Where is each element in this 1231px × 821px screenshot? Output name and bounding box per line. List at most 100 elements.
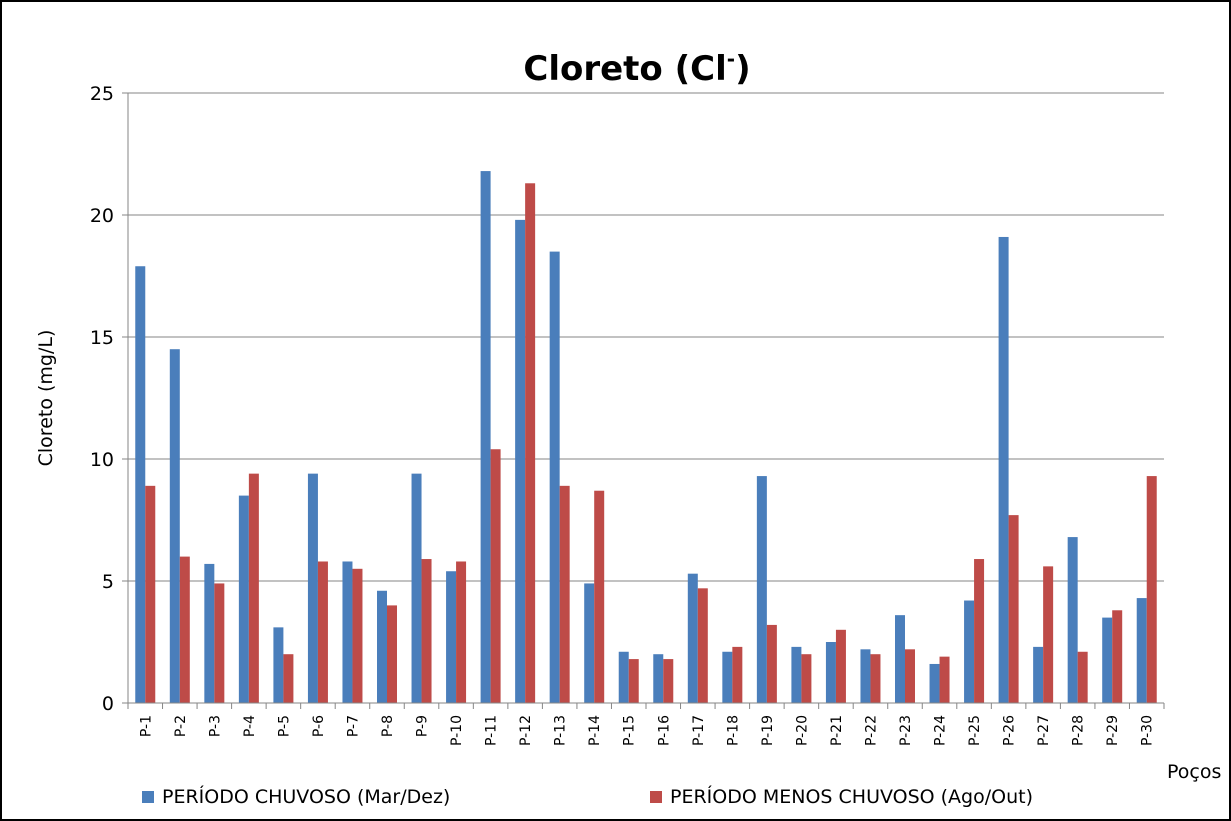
x-tick-label: P-17 — [691, 715, 707, 746]
bar-menos-chuvoso-p-27 — [1043, 566, 1054, 703]
x-tick-label: P-5 — [276, 715, 292, 737]
y-tick-label: 10 — [90, 449, 114, 471]
bar-menos-chuvoso-p-17 — [697, 588, 708, 703]
x-tick-label: P-14 — [587, 715, 603, 746]
legend-label-menos-chuvoso: PERÍODO MENOS CHUVOSO (Ago/Out) — [670, 785, 1033, 808]
x-tick-label: P-18 — [725, 715, 741, 746]
x-tick-label: P-13 — [553, 715, 569, 746]
x-tick-label: P-9 — [415, 715, 431, 737]
bar-chuvoso-p-23 — [895, 615, 905, 703]
y-tick-label: 0 — [102, 693, 114, 715]
bar-menos-chuvoso-p-29 — [1112, 610, 1123, 703]
chart-title: Cloreto (Cl-) — [523, 47, 750, 89]
bar-chuvoso-p-13 — [549, 251, 560, 703]
x-tick-label: P-28 — [1071, 715, 1087, 746]
x-tick-label: P-30 — [1140, 715, 1156, 746]
legend-swatch-menos-chuvoso — [650, 791, 662, 803]
y-tick-label: 25 — [90, 83, 114, 105]
bar-chuvoso-p-10 — [446, 571, 457, 703]
y-axis-label: Cloreto (mg/L) — [35, 330, 57, 467]
bar-menos-chuvoso-p-11 — [490, 449, 501, 703]
x-tick-label: P-4 — [242, 715, 258, 737]
bar-chuvoso-p-26 — [998, 236, 1009, 703]
bar-chuvoso-p-8 — [377, 590, 387, 703]
bar-chuvoso-p-1 — [135, 266, 146, 703]
bar-menos-chuvoso-p-9 — [421, 559, 432, 703]
x-tick-label: P-12 — [518, 715, 534, 746]
bar-menos-chuvoso-p-3 — [214, 583, 225, 703]
bar-chuvoso-p-14 — [584, 583, 595, 703]
x-axis-label: Poços — [1167, 761, 1221, 783]
x-tick-label: P-29 — [1105, 715, 1121, 746]
bar-menos-chuvoso-p-26 — [1008, 515, 1019, 703]
x-tick-label: P-7 — [345, 715, 361, 737]
bar-menos-chuvoso-p-25 — [974, 559, 985, 703]
bar-menos-chuvoso-p-5 — [283, 654, 294, 703]
bar-menos-chuvoso-p-16 — [663, 659, 674, 703]
bar-menos-chuvoso-p-21 — [835, 629, 846, 703]
bar-menos-chuvoso-p-22 — [870, 654, 881, 703]
bar-chuvoso-p-21 — [825, 642, 836, 703]
x-tick-label: P-10 — [449, 715, 465, 746]
legend-swatch-chuvoso — [142, 791, 154, 803]
bars — [135, 171, 1157, 703]
chart-title-superscript: - — [727, 47, 735, 71]
bar-chuvoso-p-25 — [964, 600, 975, 703]
bar-chuvoso-p-12 — [515, 219, 526, 703]
x-tick-label: P-26 — [1002, 715, 1018, 746]
bar-chuvoso-p-20 — [791, 646, 802, 703]
bar-menos-chuvoso-p-30 — [1146, 476, 1157, 703]
bar-menos-chuvoso-p-8 — [387, 605, 397, 703]
bar-chuvoso-p-19 — [756, 476, 767, 703]
bar-menos-chuvoso-p-23 — [905, 649, 915, 703]
bar-menos-chuvoso-p-14 — [594, 490, 605, 703]
bar-menos-chuvoso-p-18 — [732, 646, 743, 703]
x-tick-labels: P-1 P-2 P-3 P-4 P-5 P-6 P-7 P-8 P-9 P-10 P-11 P-12 P… — [127, 703, 1165, 746]
bar-chuvoso-p-11 — [480, 171, 491, 703]
bar-chuvoso-p-27 — [1033, 646, 1044, 703]
y-tick-label: 20 — [90, 205, 114, 227]
bar-chuvoso-p-3 — [204, 563, 215, 703]
x-tick-label: P-23 — [898, 715, 914, 746]
y-tick-label: 15 — [90, 327, 114, 349]
x-tick-label: P-11 — [484, 715, 500, 746]
bar-chuvoso-p-4 — [238, 495, 249, 703]
bar-menos-chuvoso-p-6 — [317, 561, 328, 703]
bar-chuvoso-p-17 — [687, 573, 698, 703]
x-tick-label: P-15 — [622, 715, 638, 746]
legend: PERÍODO CHUVOSO (Mar/Dez) PERÍODO MENOS … — [142, 785, 1033, 808]
bar-chuvoso-p-5 — [273, 627, 284, 703]
chart-title-close: ) — [735, 49, 751, 89]
gridlines — [122, 92, 1164, 704]
x-tick-label: P-22 — [863, 715, 879, 746]
x-tick-label: P-19 — [760, 715, 776, 746]
x-tick-label: P-1 — [138, 715, 154, 737]
bar-menos-chuvoso-p-15 — [628, 659, 639, 703]
x-tick-label: P-25 — [967, 715, 983, 746]
bar-chuvoso-p-24 — [929, 663, 940, 703]
bar-menos-chuvoso-p-12 — [525, 183, 536, 703]
bar-menos-chuvoso-p-7 — [352, 568, 363, 703]
bar-chuvoso-p-15 — [618, 651, 629, 703]
x-tick-label: P-21 — [829, 715, 845, 746]
x-tick-label: P-16 — [656, 715, 672, 746]
bar-chuvoso-p-16 — [653, 654, 664, 703]
bar-menos-chuvoso-p-10 — [456, 561, 467, 703]
bar-menos-chuvoso-p-20 — [801, 654, 812, 703]
bar-menos-chuvoso-p-28 — [1077, 651, 1088, 703]
y-tick-label: 5 — [102, 571, 114, 593]
bar-menos-chuvoso-p-24 — [939, 656, 950, 703]
x-tick-label: P-2 — [173, 715, 189, 737]
bar-chuvoso-p-22 — [860, 649, 871, 703]
y-tick-labels: 0 5 10 15 20 25 — [90, 83, 114, 715]
chart-title-main: Cloreto (Cl — [523, 49, 726, 89]
bar-chuvoso-p-29 — [1102, 617, 1113, 703]
bar-chuvoso-p-18 — [722, 651, 733, 703]
x-tick-label: P-8 — [380, 715, 396, 737]
x-tick-label: P-27 — [1036, 715, 1052, 746]
x-tick-label: P-20 — [794, 715, 810, 746]
bar-menos-chuvoso-p-4 — [248, 473, 259, 703]
bar-menos-chuvoso-p-2 — [179, 556, 190, 703]
legend-label-chuvoso: PERÍODO CHUVOSO (Mar/Dez) — [162, 785, 450, 808]
